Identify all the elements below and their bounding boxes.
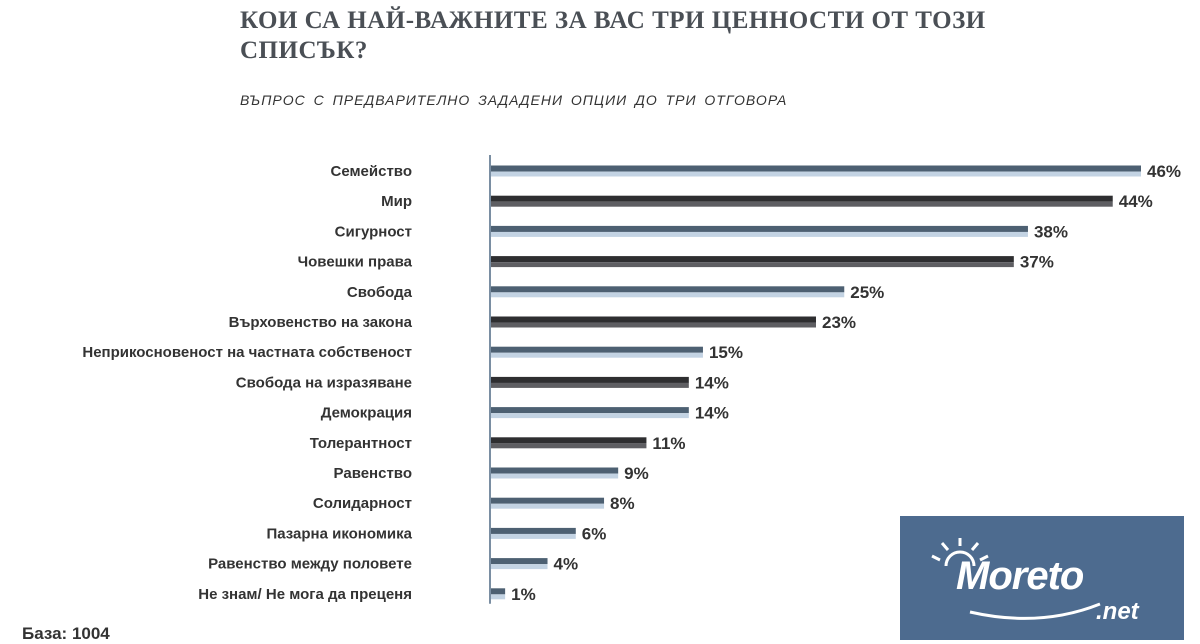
bar xyxy=(491,376,689,388)
value-label: 25% xyxy=(850,283,884,302)
chart-title: КОИ СА НАЙ-ВАЖНИТЕ ЗА ВАС ТРИ ЦЕННОСТИ О… xyxy=(240,7,986,64)
bar xyxy=(491,437,647,449)
moreto-logo: Moreto .net xyxy=(900,516,1184,640)
value-label: 1% xyxy=(511,585,536,604)
value-label: 23% xyxy=(822,313,856,332)
category-label: Семейство xyxy=(330,163,412,180)
category-label: Сигурност xyxy=(335,223,412,240)
value-label: 44% xyxy=(1119,192,1153,211)
bar xyxy=(491,286,845,298)
category-label: Пазарна икономика xyxy=(266,525,412,542)
bar xyxy=(491,588,506,600)
category-label: Човешки права xyxy=(298,254,413,271)
bar xyxy=(491,407,689,419)
value-label: 6% xyxy=(582,524,607,543)
bar xyxy=(491,256,1014,268)
value-label: 4% xyxy=(554,555,579,574)
bar xyxy=(491,467,619,479)
bar xyxy=(491,165,1141,177)
value-label: 9% xyxy=(624,464,649,483)
category-label: Мир xyxy=(381,193,412,210)
value-label: 11% xyxy=(652,434,685,453)
category-label: Равенство xyxy=(334,465,412,482)
value-label: 14% xyxy=(695,373,729,392)
category-label: Демокрация xyxy=(321,405,412,422)
sun-icon xyxy=(931,538,1101,620)
value-label: 46% xyxy=(1147,162,1181,181)
bar xyxy=(491,527,576,539)
bar xyxy=(491,558,548,570)
category-label: Не знам/ Не мога да преценя xyxy=(198,586,412,603)
value-label: 14% xyxy=(695,404,729,423)
value-label: 8% xyxy=(610,494,635,513)
value-label: 38% xyxy=(1034,222,1068,241)
bar xyxy=(491,497,605,509)
bar xyxy=(491,195,1113,207)
value-label: 15% xyxy=(709,343,743,362)
category-label: Равенство между половете xyxy=(208,556,412,573)
base-note: База: 1004 xyxy=(22,624,110,643)
category-label: Върховенство на закона xyxy=(229,314,413,331)
value-label: 37% xyxy=(1020,253,1054,272)
category-label: Свобода на изразяване xyxy=(236,374,412,391)
chart-subtitle: ВЪПРОС С ПРЕДВАРИТЕЛНО ЗАДАДЕНИ ОПЦИИ ДО… xyxy=(240,92,788,108)
bar xyxy=(491,225,1028,237)
category-label: Толерантност xyxy=(310,435,412,452)
category-label: Свобода xyxy=(347,284,413,301)
logo-brand: Moreto xyxy=(956,554,1084,598)
logo-suffix: .net xyxy=(1096,598,1139,625)
category-label: Неприкосновеност на частната собственост xyxy=(82,344,412,361)
bar xyxy=(491,346,703,358)
category-label: Солидарност xyxy=(313,495,412,512)
bar xyxy=(491,316,816,328)
